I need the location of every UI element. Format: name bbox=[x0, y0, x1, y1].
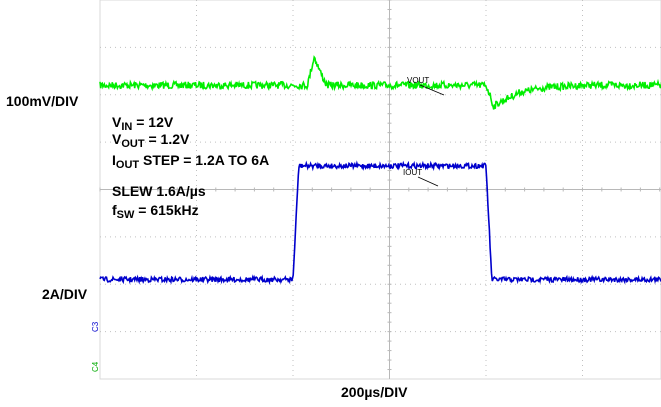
iout-trace-label: IOUT bbox=[403, 168, 422, 177]
vin-value: = 12V bbox=[136, 114, 174, 130]
channel-marker-c4: C4 bbox=[91, 361, 100, 372]
fsw-annotation: fSW = 615kHz bbox=[112, 202, 199, 221]
vout-annotation: VOUT = 1.2V bbox=[112, 131, 190, 150]
vout-trace-label: VOUT bbox=[407, 76, 429, 85]
vout-trace bbox=[99, 55, 661, 110]
time-scale-label: 200µs/DIV bbox=[341, 384, 408, 400]
vin-annotation: VIN = 12V bbox=[112, 114, 174, 133]
vout-value: = 1.2V bbox=[148, 131, 190, 147]
scope-traces bbox=[99, 55, 661, 286]
slew-annotation: SLEW 1.6A/µs bbox=[112, 183, 206, 199]
iout-scale-label: 2A/DIV bbox=[42, 286, 88, 302]
scope-grid bbox=[99, 0, 661, 380]
vout-scale-label: 100mV/DIV bbox=[6, 93, 79, 109]
channel-marker-c3: C3 bbox=[91, 321, 100, 332]
fsw-value: = 615kHz bbox=[138, 202, 199, 218]
iout-trace bbox=[99, 160, 661, 286]
iout-label-leader bbox=[417, 176, 439, 187]
iout-step-annotation: IOUT STEP = 1.2A TO 6A bbox=[112, 152, 270, 171]
vout-label-leader bbox=[419, 84, 445, 96]
iout-step-value: STEP = 1.2A TO 6A bbox=[143, 152, 270, 168]
